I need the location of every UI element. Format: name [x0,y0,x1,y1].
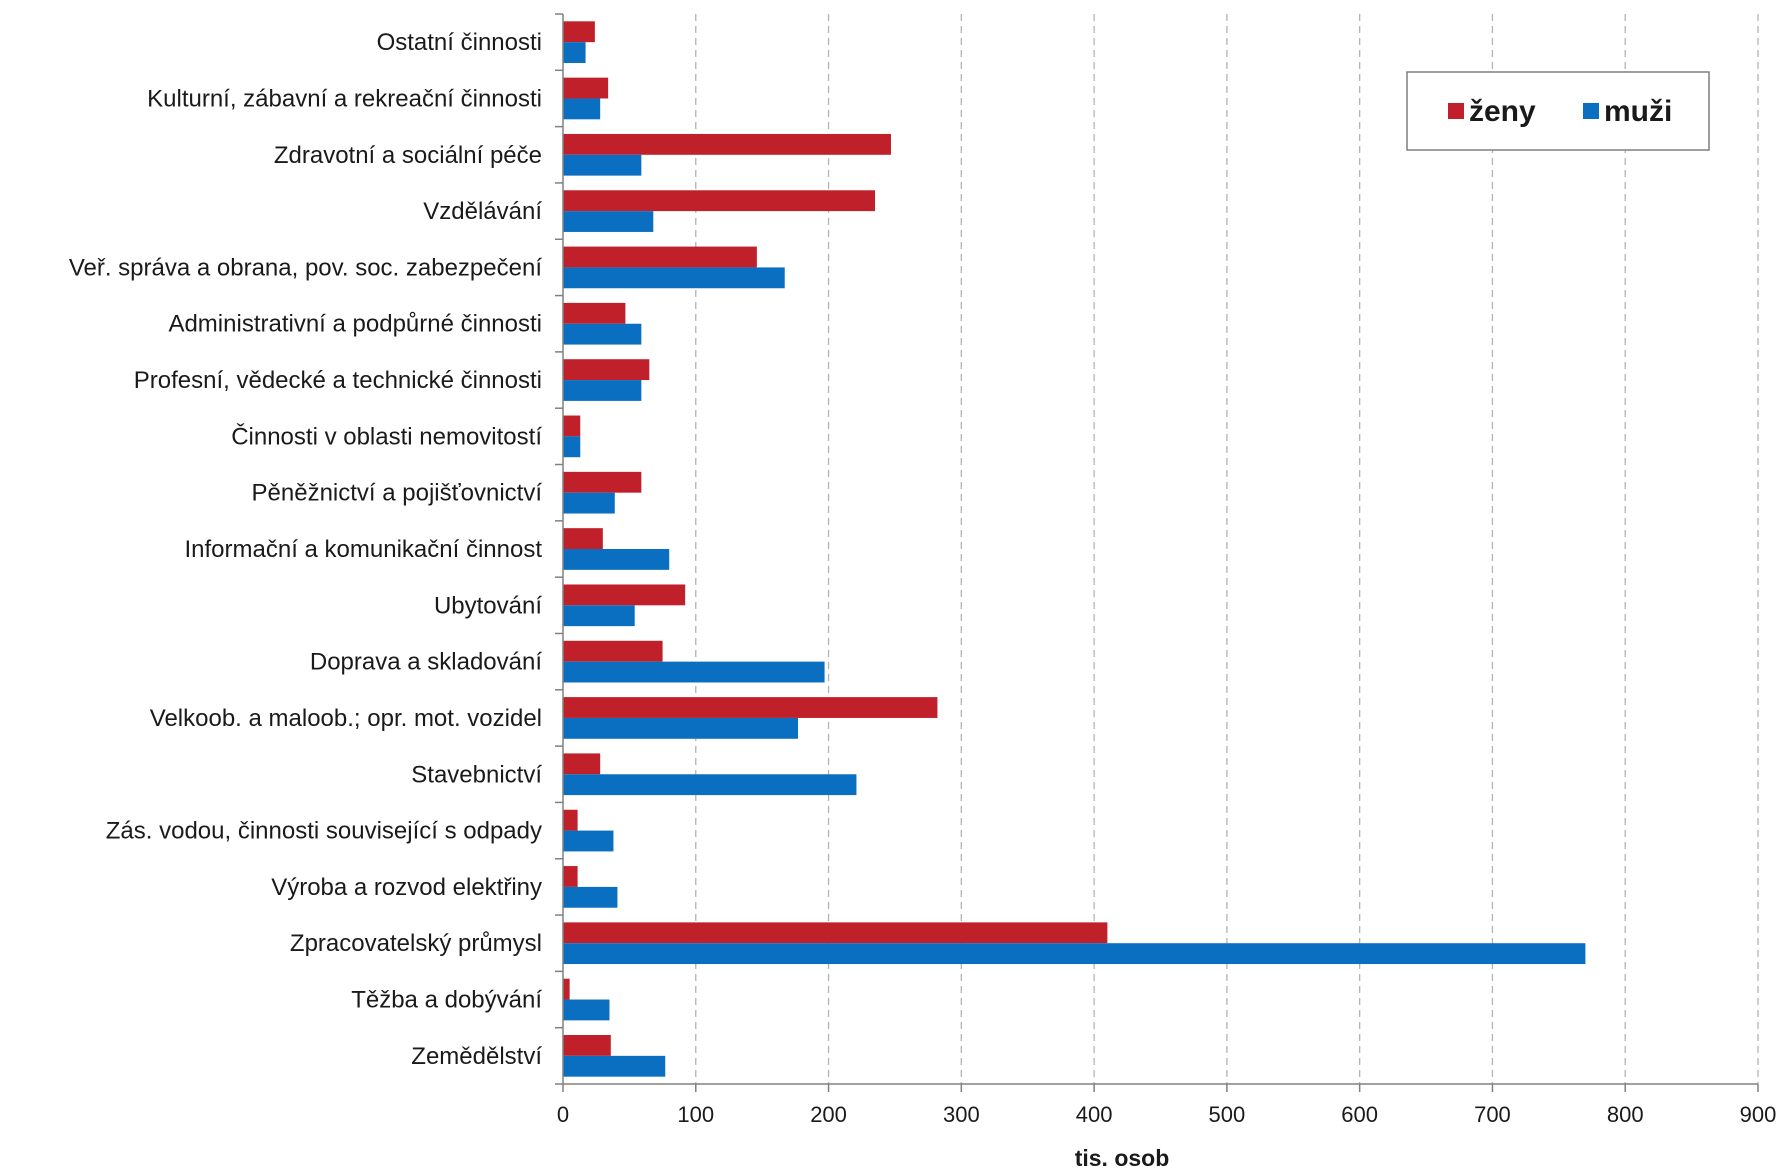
bar-muzi-peneznictvi-a-pojistovnictvi [563,492,615,514]
bar-zeny-tezba-a-dobyvani [563,978,570,1000]
bar-muzi-profesni-vedecke-a-technicke-cinnosti [563,380,642,401]
x-tick-label-800: 800 [1607,1102,1644,1127]
gridlines [695,14,1759,1084]
bar-muzi-vyroba-a-rozvod-elektriny [563,886,618,908]
category-label: Těžba a dobývání [351,987,542,1014]
legend-swatch-zeny [1448,103,1464,119]
bar-muzi-zemedelstvi [563,1055,666,1077]
bar-zeny-profesni-vedecke-a-technicke-cinnosti [563,359,650,381]
bar-zeny-vyroba-a-rozvod-elektriny [563,866,578,887]
bar-zeny-ostatni-cinnosti [563,21,595,43]
category-label: Profesní, vědecké a technické činnosti [134,367,542,394]
category-label: Zás. vodou, činnosti související s odpad… [106,818,542,845]
x-tick-label-100: 100 [677,1102,714,1127]
legend-label-zeny: ženy [1469,95,1536,128]
x-tick-label-900: 900 [1740,1102,1777,1127]
bar-muzi-administrativni-a-podpurne-cinnosti [563,323,642,345]
bar-zeny-peneznictvi-a-pojistovnictvi [563,471,642,493]
bar-zeny-zas-vodou-cinnosti-souvisejici-s-odpady [563,809,578,831]
bar-muzi-kulturni-zabavni-a-rekreacni-cinnosti [563,98,601,120]
bar-zeny-kulturni-zabavni-a-rekreacni-cinnosti [563,77,609,99]
axes [555,13,1759,1092]
bar-zeny-administrativni-a-podpurne-cinnosti [563,302,626,324]
bar-zeny-zpracovatelsky-prumysl [563,922,1108,944]
legend-label-muzi: muži [1604,95,1672,128]
bar-zeny-stavebnictvi [563,753,601,775]
bar-muzi-velkoob-a-maloob-opr-mot-vozidel [563,717,799,739]
category-labels: Ostatní činnosti Kulturní, zábavní a rekr… [69,29,543,1070]
x-tick-label-200: 200 [810,1102,847,1127]
bar-muzi-ubytovani [563,605,635,627]
bar-zeny-vzdelavani [563,190,876,212]
category-label: Informační a komunikační činnost [184,536,542,563]
bar-zeny-zemedelstvi [563,1035,611,1056]
category-label: Kulturní, zábavní a rekreační činnosti [147,85,542,112]
category-label: Zpracovatelský průmysl [290,930,542,957]
category-label: Činnosti v oblasti nemovitostí [231,422,542,450]
x-axis-title: tis. osob [1075,1145,1170,1171]
x-tick-label-0: 0 [557,1102,569,1127]
bar-zeny-ver-sprava-a-obrana-pov-soc-zabezpeceni [563,246,757,268]
category-label: Vzdělávání [423,198,542,225]
bar-muzi-informacni-a-komunikacni-cinnost [563,549,670,570]
category-label: Zemědělství [411,1043,542,1070]
category-label: Velkoob. a maloob.; opr. mot. vozidel [150,705,542,732]
x-tick-label-300: 300 [943,1102,980,1127]
bar-muzi-tezba-a-dobyvani [563,999,610,1021]
category-label: Ubytování [434,592,542,619]
category-label: Doprava a skladování [310,649,542,676]
bar-zeny-cinnosti-v-oblasti-nemovitosti [563,415,581,437]
bar-muzi-zdravotni-a-socialni-pece [563,154,642,176]
bar-muzi-zpracovatelsky-prumysl [563,943,1586,965]
x-tick-label-600: 600 [1341,1102,1378,1127]
x-tick-label-500: 500 [1209,1102,1246,1127]
x-tick-label-700: 700 [1474,1102,1511,1127]
category-label: Zdravotní a sociální péče [274,142,542,169]
bar-zeny-velkoob-a-maloob-opr-mot-vozidel [563,697,938,718]
bar-muzi-stavebnictvi [563,774,857,796]
x-tick-labels: 0 100 200 300 400 500 600 700 800 900 [557,1102,1776,1127]
category-label: Výroba a rozvod elektřiny [271,874,542,901]
bar-muzi-vzdelavani [563,211,654,232]
bar-zeny-zdravotni-a-socialni-pece [563,133,891,155]
bar-muzi-ver-sprava-a-obrana-pov-soc-zabezpeceni [563,267,785,289]
category-label: Veř. správa a obrana, pov. soc. zabezpeč… [69,254,543,281]
legend-swatch-muzi [1583,103,1599,119]
x-tick-label-400: 400 [1076,1102,1113,1127]
bars [563,21,1586,1077]
category-label: Ostatní činnosti [377,29,542,56]
bar-muzi-doprava-a-skladovani [563,661,825,683]
category-label: Stavebnictví [411,761,542,788]
bar-zeny-informacni-a-komunikacni-cinnost [563,528,603,549]
bar-muzi-ostatni-cinnosti [563,42,586,63]
bar-muzi-cinnosti-v-oblasti-nemovitosti [563,436,581,458]
legend: ženy muži [1406,71,1710,151]
bar-zeny-doprava-a-skladovani [563,640,663,662]
category-label: Administrativní a podpůrné činnosti [168,311,542,338]
bar-muzi-zas-vodou-cinnosti-souvisejici-s-odpady [563,830,614,852]
category-label: Pěněžnictví a pojišťovnictví [252,480,543,507]
bar-zeny-ubytovani [563,584,686,606]
